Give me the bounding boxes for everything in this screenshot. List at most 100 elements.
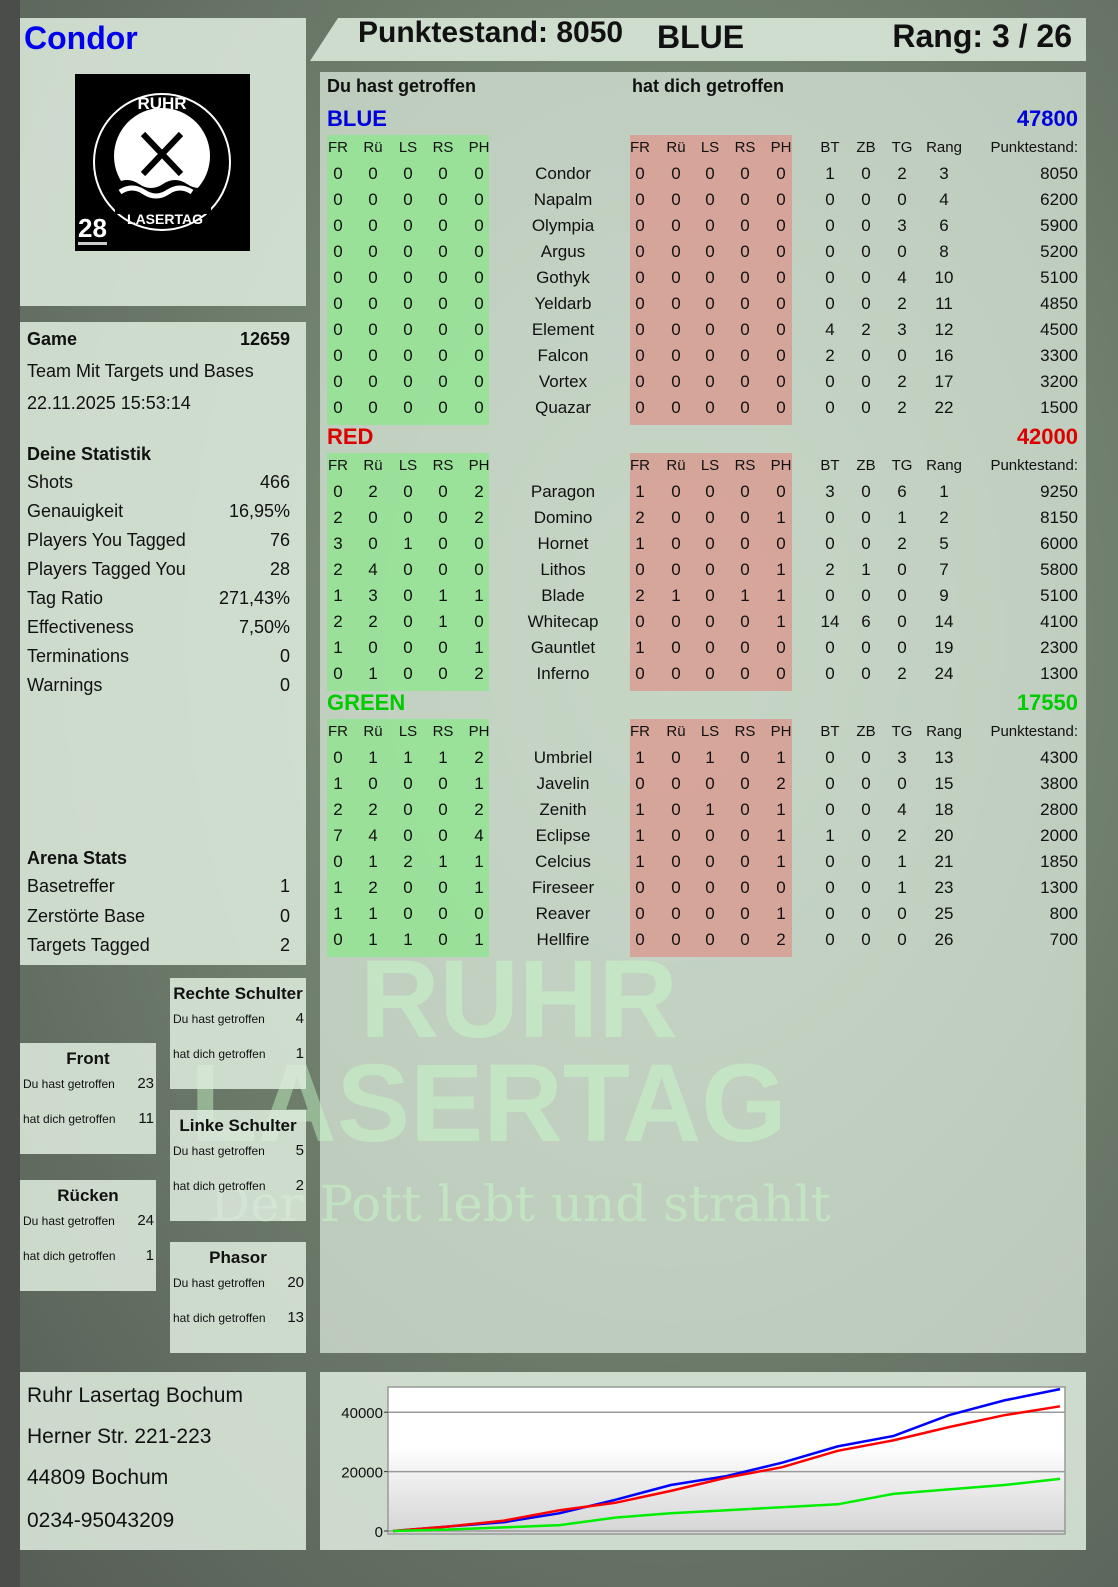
got-value: 0 bbox=[671, 508, 681, 527]
player-name: Celcius bbox=[535, 852, 591, 871]
stat-value: 2 bbox=[897, 372, 907, 391]
table-row[interactable]: 2 2 0 0 2 Zenith 1 0 1 0 1 0 0 4 18 2800 bbox=[0, 800, 1118, 824]
stat-value: 1 bbox=[939, 482, 949, 501]
hit-value: 0 bbox=[474, 164, 484, 183]
got-value: 0 bbox=[635, 664, 645, 683]
hit-value: 0 bbox=[403, 164, 413, 183]
zone-front: Front Du hast getroffen 23 hat dich getroff… bbox=[20, 1043, 156, 1154]
zone-hit-label: Du hast getroffen bbox=[173, 1144, 265, 1158]
score-col-header: Punktestand: bbox=[990, 139, 1078, 156]
zone-hit-label: Du hast getroffen bbox=[173, 1012, 265, 1026]
stat-col-header: BT bbox=[820, 457, 840, 474]
table-row[interactable]: 1 0 0 0 1 Gauntlet 1 0 0 0 0 0 0 0 19 2300 bbox=[0, 638, 1118, 662]
table-row[interactable]: 0 1 1 0 1 Hellfire 0 0 0 0 2 0 0 0 26 700 bbox=[0, 930, 1118, 954]
table-row[interactable]: 0 0 0 0 0 Gothyk 0 0 0 0 0 0 0 4 10 5100 bbox=[0, 268, 1118, 292]
stat-value: 12 bbox=[934, 320, 954, 339]
table-row[interactable]: 0 0 0 0 0 Argus 0 0 0 0 0 0 0 0 8 5200 bbox=[0, 242, 1118, 266]
stat-value: 0 bbox=[897, 346, 907, 365]
hit-value: 1 bbox=[403, 748, 413, 767]
got-value: 2 bbox=[635, 586, 645, 605]
stat-value: 1 bbox=[897, 508, 907, 527]
table-row[interactable]: 0 1 1 1 2 Umbriel 1 0 1 0 1 0 0 3 13 4300 bbox=[0, 748, 1118, 772]
table-row[interactable]: 1 3 0 1 1 Blade 2 1 0 1 1 0 0 0 9 5100 bbox=[0, 586, 1118, 610]
got-value: 0 bbox=[740, 852, 750, 871]
got-value: 0 bbox=[740, 482, 750, 501]
stat-value: 0 bbox=[825, 852, 835, 871]
got-value: 1 bbox=[635, 826, 645, 845]
score-col-header: Punktestand: bbox=[990, 723, 1078, 740]
got-value: 0 bbox=[671, 242, 681, 261]
got-value: 0 bbox=[740, 774, 750, 793]
hit-value: 0 bbox=[368, 346, 378, 365]
hit-value: 0 bbox=[403, 482, 413, 501]
table-row[interactable]: 1 1 0 0 0 Reaver 0 0 0 0 1 0 0 0 25 800 bbox=[0, 904, 1118, 928]
svg-text:LASERTAG: LASERTAG bbox=[127, 211, 203, 227]
table-row[interactable]: 1 0 0 0 1 Javelin 0 0 0 0 2 0 0 0 15 3800 bbox=[0, 774, 1118, 798]
zone-got-label: hat dich getroffen bbox=[173, 1311, 266, 1325]
hit-value: 0 bbox=[438, 800, 448, 819]
table-row[interactable]: 0 0 0 0 0 Olympia 0 0 0 0 0 0 0 3 6 5900 bbox=[0, 216, 1118, 240]
table-row[interactable]: 7 4 0 0 4 Eclipse 1 0 0 0 1 1 0 2 20 2000 bbox=[0, 826, 1118, 850]
arena-value: 0 bbox=[279, 905, 290, 926]
stat-value: 0 bbox=[861, 534, 871, 553]
series-line-2 bbox=[392, 1477, 1061, 1533]
player-name: Napalm bbox=[533, 190, 593, 209]
got-value: 0 bbox=[671, 346, 681, 365]
got-value: 0 bbox=[635, 372, 645, 391]
arena-label: Zerstörte Base bbox=[27, 905, 146, 926]
got-col-header: RS bbox=[734, 139, 756, 156]
hit-value: 0 bbox=[368, 398, 378, 417]
hit-value: 0 bbox=[403, 878, 413, 897]
stat-value: 1 bbox=[897, 852, 907, 871]
table-row[interactable]: 0 0 0 0 0 Napalm 0 0 0 0 0 0 0 0 4 6200 bbox=[0, 190, 1118, 214]
table-row[interactable]: 0 1 0 0 2 Inferno 0 0 0 0 0 0 0 2 24 1300 bbox=[0, 664, 1118, 688]
hit-value: 0 bbox=[403, 638, 413, 657]
team-name: RED bbox=[327, 424, 374, 449]
got-value: 0 bbox=[776, 346, 786, 365]
got-value: 0 bbox=[671, 930, 681, 949]
table-row[interactable]: 0 0 0 0 0 Condor 0 0 0 0 0 1 0 2 3 8050 bbox=[0, 164, 1118, 188]
table-row[interactable]: 1 2 0 0 1 Fireseer 0 0 0 0 0 0 0 1 23 1300 bbox=[0, 878, 1118, 902]
stat-col-header: Rang bbox=[926, 723, 962, 740]
address-line-2: Herner Str. 221-223 bbox=[27, 1425, 212, 1448]
got-block bbox=[630, 719, 792, 957]
hit-value: 4 bbox=[368, 826, 378, 845]
hit-value: 4 bbox=[474, 826, 484, 845]
table-row[interactable]: 2 4 0 0 0 Lithos 0 0 0 0 1 2 1 0 7 5800 bbox=[0, 560, 1118, 584]
hit-value: 0 bbox=[403, 294, 413, 313]
stat-value: 16,95% bbox=[228, 501, 290, 521]
table-row[interactable]: 0 0 0 0 0 Quazar 0 0 0 0 0 0 0 2 22 1500 bbox=[0, 398, 1118, 422]
zone-hit-value: 5 bbox=[295, 1142, 304, 1159]
stat-value: 2 bbox=[825, 560, 835, 579]
table-row[interactable]: 0 0 0 0 0 Vortex 0 0 0 0 0 0 0 2 17 3200 bbox=[0, 372, 1118, 396]
got-value: 1 bbox=[776, 508, 786, 527]
stat-value: 0 bbox=[825, 372, 835, 391]
table-row[interactable]: 0 0 0 0 0 Yeldarb 0 0 0 0 0 0 0 2 11 4850 bbox=[0, 294, 1118, 318]
zone-title: Phasor bbox=[209, 1248, 267, 1267]
got-value: 0 bbox=[635, 320, 645, 339]
hit-col-header: PH bbox=[468, 723, 490, 740]
game-mode: Team Mit Targets und Bases bbox=[27, 361, 254, 381]
got-value: 0 bbox=[671, 638, 681, 657]
table-row[interactable]: 0 2 0 0 2 Paragon 1 0 0 0 0 3 0 6 1 9250 bbox=[0, 482, 1118, 506]
hit-value: 0 bbox=[438, 774, 448, 793]
player-name: Paragon bbox=[530, 482, 596, 501]
stat-value: 271,43% bbox=[218, 588, 290, 608]
hit-value: 0 bbox=[438, 534, 448, 553]
stat-value: 466 bbox=[259, 472, 290, 492]
hit-value: 0 bbox=[438, 320, 448, 339]
stat-value: 26 bbox=[934, 930, 954, 949]
got-value: 0 bbox=[740, 216, 750, 235]
table-row[interactable]: 2 2 0 1 0 Whitecap 0 0 0 0 1 14 6 0 14 4100 bbox=[0, 612, 1118, 636]
table-row[interactable]: 0 0 0 0 0 Element 0 0 0 0 0 4 2 3 12 4500 bbox=[0, 320, 1118, 344]
stat-value: 0 bbox=[861, 190, 871, 209]
table-row[interactable]: 0 1 2 1 1 Celcius 1 0 0 0 1 0 0 1 21 1850 bbox=[0, 852, 1118, 876]
table-row[interactable]: 2 0 0 0 2 Domino 2 0 0 0 1 0 0 1 2 8150 bbox=[0, 508, 1118, 532]
table-row[interactable]: 0 0 0 0 0 Falcon 0 0 0 0 0 2 0 0 16 3300 bbox=[0, 346, 1118, 370]
stat-value: 0 bbox=[861, 242, 871, 261]
table-row[interactable]: 3 0 1 0 0 Hornet 1 0 0 0 0 0 0 2 5 6000 bbox=[0, 534, 1118, 558]
zone-hit-value: 23 bbox=[137, 1075, 154, 1092]
stat-value: 0 bbox=[861, 826, 871, 845]
hit-value: 1 bbox=[474, 774, 484, 793]
got-col-header: RS bbox=[734, 723, 756, 740]
